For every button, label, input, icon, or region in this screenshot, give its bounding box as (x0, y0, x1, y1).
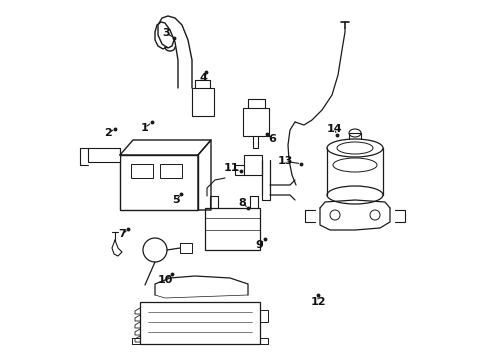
Bar (88, 148, 120, 162)
Text: 11: 11 (223, 163, 239, 174)
Ellipse shape (327, 186, 383, 204)
Text: 7: 7 (119, 229, 126, 239)
Text: 8: 8 (239, 198, 246, 208)
Ellipse shape (337, 142, 373, 154)
Text: 2: 2 (104, 128, 112, 138)
Text: 14: 14 (326, 124, 342, 134)
Ellipse shape (349, 129, 361, 137)
Text: 1: 1 (141, 123, 148, 133)
Text: 13: 13 (277, 156, 293, 166)
Bar (131, 164, 153, 178)
Text: 5: 5 (172, 195, 180, 205)
Bar (120, 155, 198, 210)
Bar (205, 208, 260, 250)
Text: 12: 12 (311, 297, 326, 307)
Text: 9: 9 (256, 240, 264, 250)
Text: 4: 4 (199, 73, 207, 84)
Text: 3: 3 (163, 28, 171, 38)
Text: 10: 10 (158, 275, 173, 285)
Text: 6: 6 (268, 134, 276, 144)
Bar (160, 164, 182, 178)
Bar (243, 108, 269, 136)
Bar (140, 302, 260, 344)
Bar (244, 155, 262, 175)
Bar (192, 88, 214, 116)
Ellipse shape (327, 139, 383, 157)
Ellipse shape (333, 158, 377, 172)
